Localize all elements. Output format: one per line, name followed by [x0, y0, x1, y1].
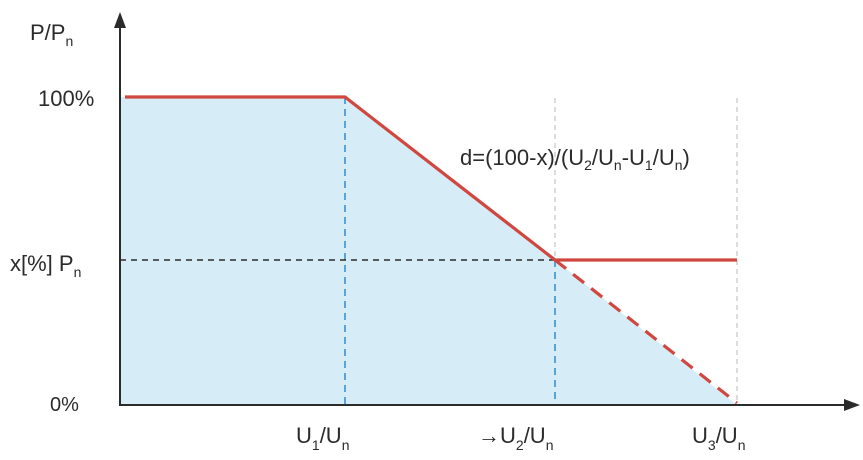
x-tick-u1: U1/Un [296, 423, 349, 453]
y-axis-arrow [114, 12, 126, 28]
slope-formula: d=(100-x)/(U2/Un-U1/Un) [460, 145, 690, 173]
x-tick-u2: →U2/Un [478, 423, 553, 453]
power-curve [125, 95, 737, 262]
x-axis-arrow [844, 399, 860, 411]
shaded-region [120, 97, 737, 405]
y-tick-x-percent: x[%] Pn [10, 251, 81, 280]
y-axis-title: P/Pn [30, 20, 73, 49]
y-tick-100: 100% [38, 86, 94, 111]
x-tick-u3: U3/Un [692, 423, 745, 453]
y-tick-0: 0% [50, 394, 79, 416]
power-curve-extension-dashed [554, 258, 738, 405]
